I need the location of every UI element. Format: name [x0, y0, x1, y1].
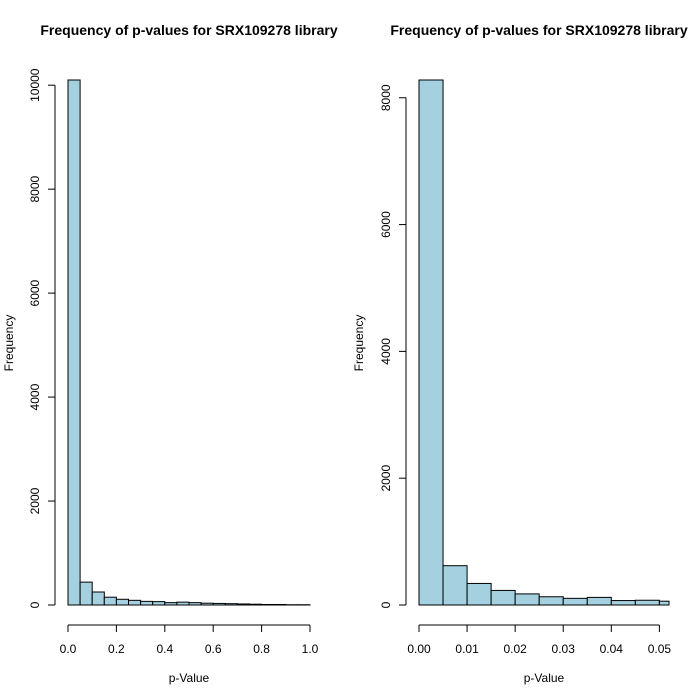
x-tick-label: 0.4: [156, 642, 173, 656]
y-tick-label: 8000: [28, 175, 42, 202]
histogram-bar: [164, 602, 178, 606]
histogram-bar: [152, 601, 166, 606]
histogram-bar: [562, 597, 588, 606]
histogram-bar: [140, 600, 154, 606]
histogram-bar: [249, 603, 263, 606]
histogram-bar: [490, 589, 516, 606]
histogram-bar: [224, 603, 238, 606]
histogram-bar: [103, 596, 117, 606]
histogram-bar: [418, 79, 444, 606]
x-tick-label: 0.04: [600, 642, 624, 656]
y-axis-label: Frequency: [2, 315, 16, 372]
x-tick-label: 1.0: [302, 642, 319, 656]
x-axis-label: p-Value: [524, 671, 565, 685]
chart-title: Frequency of p-values for SRX109278 libr…: [40, 22, 337, 38]
histogram-bar: [236, 603, 250, 606]
histogram-bars: [418, 79, 670, 606]
x-tick-label: 0.6: [205, 642, 222, 656]
y-tick-label: 4000: [379, 338, 393, 365]
histogram-bar: [273, 603, 287, 606]
x-tick-label: 0.03: [552, 642, 576, 656]
histogram-bars: [67, 79, 311, 606]
histogram-panel-2: Frequency of p-values for SRX109278 libr…: [352, 22, 688, 685]
histogram-bar: [91, 591, 105, 606]
histogram-bar: [176, 601, 190, 606]
x-axis-label: p-Value: [169, 671, 210, 685]
y-tick-label: 2000: [28, 487, 42, 514]
histogram-bar: [514, 593, 540, 606]
y-tick-label: 8000: [379, 84, 393, 111]
histogram-bar: [442, 565, 468, 606]
histogram-bar: [115, 598, 130, 606]
histogram-bar: [261, 603, 275, 606]
histogram-bar: [212, 602, 226, 606]
histogram-bar: [610, 600, 636, 606]
histogram-bar: [466, 582, 492, 606]
y-tick-label: 6000: [379, 211, 393, 238]
x-tick-label: 0.00: [407, 642, 431, 656]
histogram-bar: [67, 79, 81, 606]
x-tick-label: 0.01: [455, 642, 479, 656]
histogram-bar: [200, 602, 214, 606]
x-tick-label: 0.2: [108, 642, 125, 656]
y-tick-label: 0: [28, 601, 42, 608]
y-tick-label: 4000: [28, 383, 42, 410]
histogram-bar: [128, 599, 142, 606]
chart-title: Frequency of p-values for SRX109278 libr…: [390, 22, 687, 38]
histogram-bar: [188, 602, 202, 606]
y-tick-label: 6000: [28, 279, 42, 306]
x-tick-label: 0.05: [648, 642, 672, 656]
histogram-bar: [658, 600, 670, 606]
x-tick-label: 0.02: [503, 642, 527, 656]
y-tick-label: 10000: [28, 68, 42, 102]
histogram-panel-1: Frequency of p-values for SRX109278 libr…: [2, 22, 338, 685]
y-tick-label: 0: [379, 601, 393, 608]
histogram-bar: [586, 596, 612, 606]
histogram-bar: [634, 599, 660, 606]
y-tick-label: 2000: [379, 465, 393, 492]
x-tick-label: 0.0: [60, 642, 77, 656]
histogram-bar: [79, 581, 93, 606]
x-tick-label: 0.8: [253, 642, 270, 656]
histogram-bar: [538, 596, 564, 606]
y-axis-label: Frequency: [352, 315, 366, 372]
